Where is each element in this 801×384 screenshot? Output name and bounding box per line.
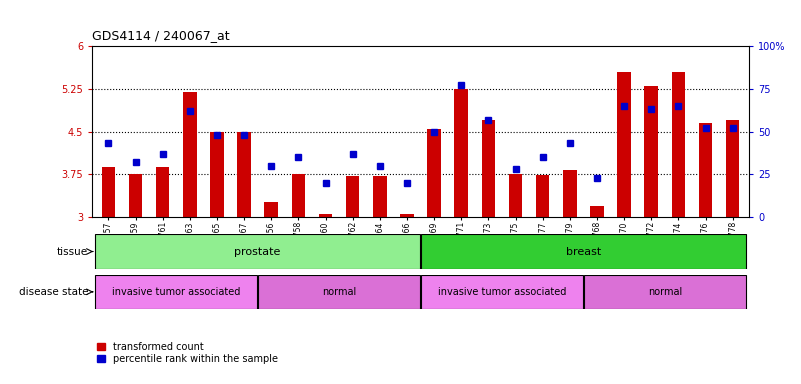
Text: tissue: tissue [57,247,88,257]
Bar [210,131,223,217]
Bar [421,275,583,309]
Bar [590,205,604,217]
Bar [400,214,414,217]
Text: prostate: prostate [235,247,281,257]
Bar [258,275,420,309]
Bar [292,174,305,217]
Text: normal: normal [648,287,682,297]
Text: disease state: disease state [18,287,88,297]
Bar [563,170,577,217]
Bar [129,174,143,217]
Bar [183,92,196,217]
Bar [536,175,549,217]
Bar [319,214,332,217]
Text: normal: normal [322,287,356,297]
Bar [102,167,115,217]
Bar [698,123,712,217]
Bar [264,202,278,217]
Text: invasive tumor associated: invasive tumor associated [438,287,566,297]
Bar [618,72,631,217]
Bar [509,174,522,217]
Bar [346,176,360,217]
Text: breast: breast [566,247,601,257]
Bar [726,120,739,217]
Bar [427,129,441,217]
Legend: transformed count, percentile rank within the sample: transformed count, percentile rank withi… [97,342,277,364]
Bar [584,275,746,309]
Bar [156,167,170,217]
Bar [481,120,495,217]
Bar [373,176,387,217]
Bar [95,275,257,309]
Bar [454,89,468,217]
Bar [421,234,746,269]
Text: invasive tumor associated: invasive tumor associated [112,287,240,297]
Bar [671,72,685,217]
Bar [645,86,658,217]
Bar [95,234,420,269]
Bar [237,131,251,217]
Text: GDS4114 / 240067_at: GDS4114 / 240067_at [92,29,230,42]
